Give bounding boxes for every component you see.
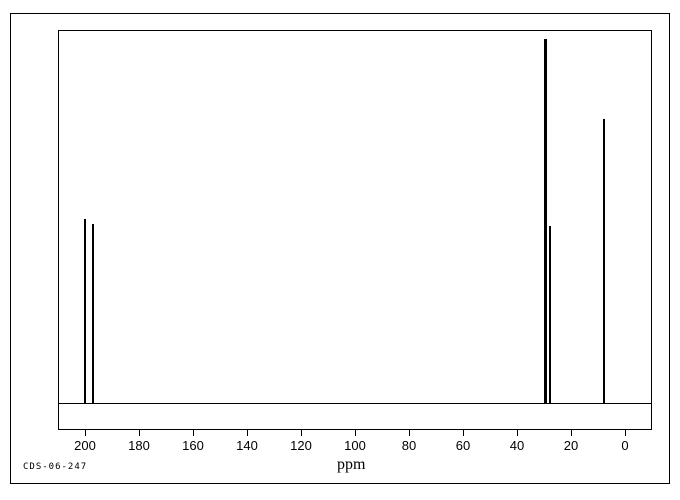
x-tick xyxy=(85,430,86,436)
x-tick xyxy=(247,430,248,436)
x-tick xyxy=(571,430,572,436)
spectrum-peak xyxy=(603,119,605,404)
x-tick-label: 0 xyxy=(621,438,628,453)
x-tick-label: 200 xyxy=(74,438,96,453)
x-tick-label: 120 xyxy=(290,438,312,453)
x-tick xyxy=(193,430,194,436)
x-tick xyxy=(355,430,356,436)
footer-label: CDS-06-247 xyxy=(23,462,87,472)
plot-area xyxy=(58,30,652,430)
x-tick-label: 80 xyxy=(402,438,416,453)
x-tick xyxy=(463,430,464,436)
x-tick-label: 20 xyxy=(564,438,578,453)
baseline xyxy=(59,403,651,404)
x-tick xyxy=(517,430,518,436)
x-tick-label: 140 xyxy=(236,438,258,453)
x-tick-label: 180 xyxy=(128,438,150,453)
x-tick-label: 100 xyxy=(344,438,366,453)
spectrum-peak xyxy=(544,39,547,404)
x-tick-label: 160 xyxy=(182,438,204,453)
spectrum-peak xyxy=(92,224,94,404)
x-axis-label: ppm xyxy=(337,456,365,474)
x-tick xyxy=(409,430,410,436)
spectrum-peak xyxy=(549,226,551,404)
x-tick xyxy=(139,430,140,436)
x-tick-label: 60 xyxy=(456,438,470,453)
x-tick xyxy=(625,430,626,436)
x-tick-label: 40 xyxy=(510,438,524,453)
x-tick xyxy=(301,430,302,436)
spectrum-peak xyxy=(84,219,86,404)
